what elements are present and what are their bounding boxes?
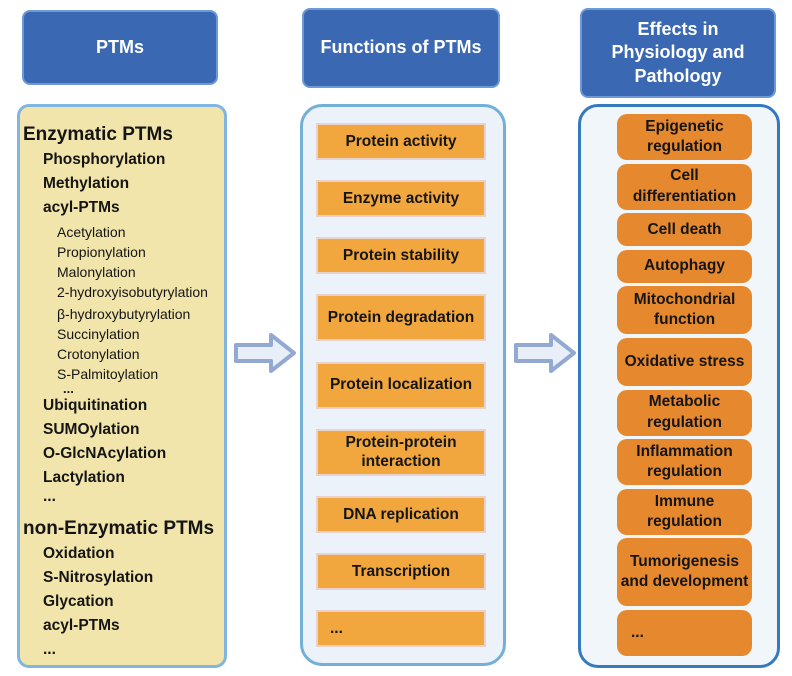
effects-panel: Epigenetic regulation Cell differentiati… — [578, 104, 780, 668]
ptm-list-item: acyl-PTMs — [43, 617, 120, 634]
effect-box: Cell differentiation — [617, 163, 752, 210]
effects-header: Effects in Physiology and Pathology — [580, 8, 776, 98]
ptm-section-title: non-Enzymatic PTMs — [23, 518, 215, 539]
ptm-sublist-item: Propionylation — [57, 244, 146, 260]
ptm-sublist-item: Succinylation — [57, 326, 140, 342]
ptms-header: PTMs — [22, 10, 218, 85]
ptm-list-item: SUMOylation — [43, 421, 140, 438]
effect-box: Mitochondrial function — [617, 286, 752, 335]
ptm-sublist-item: Malonylation — [57, 264, 136, 280]
right-arrow-icon — [514, 333, 576, 373]
ptm-list-item: acyl-PTMs — [43, 199, 120, 216]
ptm-sublist-item: Crotonylation — [57, 346, 140, 362]
ptm-sublist-item: S-Palmitoylation — [57, 366, 159, 382]
ptm-list-item: Ubiquitination — [43, 397, 148, 414]
ptm-sublist-item: β-hydroxybutyrylation — [57, 306, 191, 322]
ellipsis-label: ... — [43, 641, 56, 658]
right-arrow-icon — [234, 333, 296, 373]
function-box: ... — [316, 610, 486, 647]
ptm-list-item: Methylation — [43, 175, 130, 192]
effect-box: Metabolic regulation — [617, 389, 752, 436]
ptms-panel: Enzymatic PTMs Phosphorylation Methylati… — [17, 104, 227, 668]
effect-box: Oxidative stress — [617, 337, 752, 386]
effect-box: Cell death — [617, 213, 752, 247]
function-box: Protein-protein interaction — [316, 428, 486, 476]
function-box: Protein stability — [316, 237, 486, 275]
ellipsis-label: ... — [63, 381, 74, 396]
ptm-sublist-item: Acetylation — [57, 224, 126, 240]
effect-box: Inflammation regulation — [617, 439, 752, 486]
functions-panel: Protein activity Enzyme activity Protein… — [300, 104, 506, 666]
function-box: Protein activity — [316, 123, 486, 160]
ptm-sublist-item: 2-hydroxyisobutyrylation — [57, 284, 208, 300]
function-box: Protein degradation — [316, 294, 486, 342]
function-box: DNA replication — [316, 495, 486, 533]
effect-box: Autophagy — [617, 249, 752, 283]
ellipsis-label: ... — [43, 488, 56, 505]
ptm-section-title: Enzymatic PTMs — [23, 124, 173, 145]
effect-box: Epigenetic regulation — [617, 114, 752, 160]
functions-header: Functions of PTMs — [302, 8, 500, 88]
effect-box: Tumorigenesis and development — [617, 538, 752, 607]
ptm-list-item: Oxidation — [43, 545, 115, 562]
effect-box: ... — [617, 609, 752, 656]
ptm-list-item: S-Nitrosylation — [43, 569, 154, 586]
function-box: Transcription — [316, 552, 486, 590]
ptm-list-item: O-GlcNAcylation — [43, 445, 167, 462]
function-box: Protein localization — [316, 361, 486, 409]
ptm-list-item: Phosphorylation — [43, 151, 166, 168]
ptm-list-item: Lactylation — [43, 469, 125, 486]
ptm-list-item: Glycation — [43, 593, 114, 610]
effect-box: Immune regulation — [617, 488, 752, 535]
function-box: Enzyme activity — [316, 180, 486, 218]
